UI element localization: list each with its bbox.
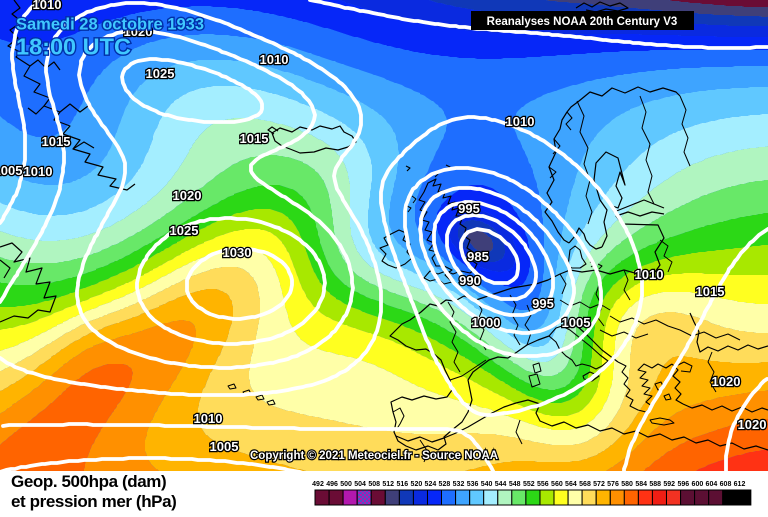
- svg-text:556: 556: [537, 481, 549, 488]
- svg-text:496: 496: [326, 481, 338, 488]
- svg-text:536: 536: [467, 481, 479, 488]
- svg-text:995: 995: [532, 296, 554, 311]
- svg-text:528: 528: [439, 481, 451, 488]
- svg-text:Samedi 28 octobre 1933: Samedi 28 octobre 1933: [16, 16, 204, 34]
- svg-text:1010: 1010: [260, 52, 289, 67]
- svg-text:564: 564: [565, 481, 577, 488]
- svg-text:520: 520: [411, 481, 423, 488]
- svg-text:1025: 1025: [146, 66, 175, 81]
- svg-text:604: 604: [706, 481, 718, 488]
- svg-text:1020: 1020: [124, 24, 153, 39]
- svg-text:et pression mer (hPa): et pression mer (hPa): [11, 492, 176, 511]
- svg-text:1025: 1025: [170, 223, 199, 238]
- svg-text:560: 560: [551, 481, 563, 488]
- svg-text:1015: 1015: [240, 131, 269, 146]
- svg-text:512: 512: [382, 481, 394, 488]
- svg-text:596: 596: [677, 481, 689, 488]
- svg-text:544: 544: [495, 481, 507, 488]
- svg-text:532: 532: [453, 481, 465, 488]
- svg-text:1000: 1000: [472, 315, 501, 330]
- svg-text:504: 504: [354, 481, 366, 488]
- svg-text:Geop. 500hpa (dam): Geop. 500hpa (dam): [11, 472, 166, 491]
- svg-text:1015: 1015: [696, 284, 725, 299]
- svg-text:508: 508: [368, 481, 380, 488]
- svg-text:552: 552: [523, 481, 535, 488]
- svg-text:580: 580: [621, 481, 633, 488]
- svg-text:1005: 1005: [0, 163, 22, 178]
- svg-text:1005: 1005: [562, 315, 591, 330]
- svg-text:572: 572: [593, 481, 605, 488]
- svg-text:608: 608: [720, 481, 732, 488]
- svg-text:1010: 1010: [33, 0, 62, 12]
- svg-text:576: 576: [607, 481, 619, 488]
- svg-text:1030: 1030: [223, 245, 252, 260]
- svg-text:Reanalyses NOAA 20th Century V: Reanalyses NOAA 20th Century V3: [487, 16, 678, 28]
- svg-text:1010: 1010: [506, 114, 535, 129]
- svg-text:568: 568: [579, 481, 591, 488]
- svg-text:548: 548: [509, 481, 521, 488]
- svg-text:1010: 1010: [24, 164, 53, 179]
- svg-text:492: 492: [312, 481, 324, 488]
- svg-text:516: 516: [396, 481, 408, 488]
- svg-text:612: 612: [734, 481, 746, 488]
- svg-text:584: 584: [635, 481, 647, 488]
- svg-text:18:00 UTC: 18:00 UTC: [16, 34, 131, 60]
- svg-text:985: 985: [467, 249, 489, 264]
- svg-text:592: 592: [663, 481, 675, 488]
- svg-text:524: 524: [425, 481, 437, 488]
- svg-text:1010: 1010: [635, 267, 664, 282]
- svg-text:540: 540: [481, 481, 493, 488]
- svg-text:500: 500: [340, 481, 352, 488]
- svg-text:995: 995: [458, 201, 480, 216]
- svg-text:600: 600: [692, 481, 704, 488]
- svg-text:588: 588: [649, 481, 661, 488]
- svg-text:1015: 1015: [42, 134, 71, 149]
- svg-text:1005: 1005: [210, 439, 239, 454]
- svg-text:990: 990: [459, 273, 481, 288]
- svg-text:1020: 1020: [738, 417, 767, 432]
- svg-text:1020: 1020: [712, 374, 741, 389]
- svg-text:Copyright © 2021 Meteociel.fr: Copyright © 2021 Meteociel.fr - Source N…: [250, 450, 498, 462]
- svg-text:1010: 1010: [194, 411, 223, 426]
- svg-text:1020: 1020: [173, 188, 202, 203]
